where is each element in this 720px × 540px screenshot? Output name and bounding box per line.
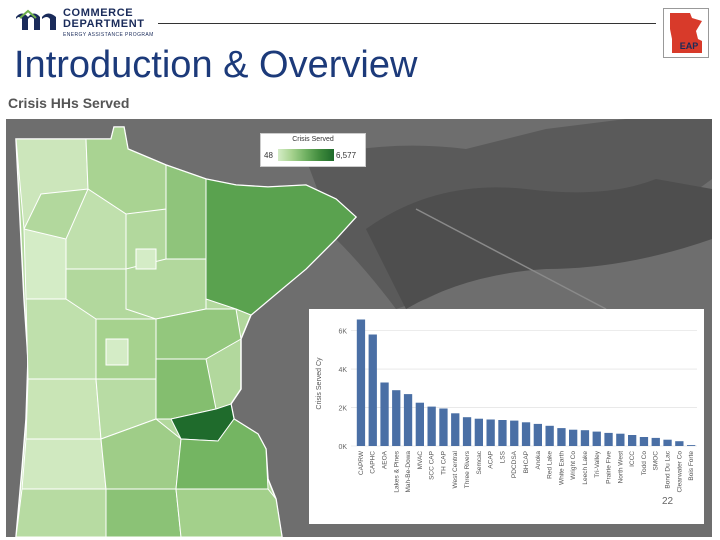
- x-tick-label: MVAC: [417, 451, 424, 470]
- bar-semcac[interactable]: [474, 418, 483, 446]
- bar-iccc[interactable]: [628, 435, 637, 446]
- x-tick-label: Mah-Be-Dowa: [405, 451, 412, 493]
- x-tick-label: North West: [617, 451, 624, 484]
- x-tick-label: Todd Co: [641, 451, 648, 476]
- x-tick-label: LSS: [499, 450, 506, 463]
- y-axis-label: Crisis Served Cy: [316, 357, 323, 410]
- bar-north-west[interactable]: [616, 433, 625, 446]
- bar-scc-cap[interactable]: [427, 406, 436, 446]
- bar-lakes-pines[interactable]: [392, 390, 401, 446]
- bar-white-earth[interactable]: [557, 428, 566, 446]
- x-tick-label: Lakes & Pines: [393, 450, 400, 492]
- bar-lss[interactable]: [498, 420, 507, 446]
- bar-chart: Crisis Served Cy 0K 2K 4K 6K CAPRW CAPHC AEOA La…: [316, 319, 697, 493]
- bar-pdcdsa[interactable]: [510, 420, 519, 446]
- x-tick-label: ACAP: [488, 451, 495, 469]
- y-tick-label: 2K: [338, 406, 347, 413]
- x-tick-label: Bois Forte: [688, 451, 695, 481]
- x-tick-label: CAPRW: [358, 450, 365, 475]
- x-tick-label: CAPHC: [370, 451, 377, 474]
- map-graphic: [15, 119, 712, 537]
- map-title: Crisis HHs Served: [8, 95, 130, 111]
- eap-badge-label: EAP: [680, 41, 699, 51]
- eap-badge: EAP: [663, 8, 709, 58]
- slide-number: 22: [662, 496, 674, 507]
- bar-clearwater-co[interactable]: [675, 441, 684, 446]
- bar-chart-panel[interactable]: Crisis Served Cy 0K 2K 4K 6K CAPRW CAPHC AEOA La…: [309, 309, 704, 524]
- x-tick-label: PDCDSA: [511, 450, 518, 478]
- bar-three-rivers[interactable]: [462, 417, 472, 446]
- bar-smoc[interactable]: [651, 437, 660, 446]
- legend-min: 48: [264, 151, 273, 160]
- x-tick-label: Prairie Five: [606, 451, 613, 484]
- bar-bois-forte[interactable]: [687, 445, 696, 446]
- bar-mvac[interactable]: [415, 402, 424, 446]
- legend-color-scale: [278, 149, 334, 161]
- x-tick-label: Three Rivers: [464, 450, 471, 488]
- x-tick-label: TH CAP: [440, 451, 447, 475]
- x-tick-label: Wright Co: [570, 451, 577, 480]
- y-tick-label: 0K: [338, 444, 347, 451]
- page-title: Introduction & Overview: [14, 44, 418, 86]
- bar-bond-du-lac[interactable]: [663, 439, 672, 446]
- x-tick-label: AEOA: [381, 450, 388, 469]
- x-tick-label: West Central: [452, 450, 459, 488]
- legend-title: Crisis Served: [292, 136, 334, 143]
- slide-header: COMMERCE DEPARTMENT ENERGY ASSISTANCE PR…: [0, 0, 720, 92]
- bar-acap[interactable]: [486, 419, 495, 447]
- map-legend: Crisis Served 48 6,577: [260, 133, 366, 167]
- x-tick-label: SMOC: [653, 451, 660, 471]
- x-tick-label: Red Lake: [547, 451, 554, 479]
- x-tick-label: SCC CAP: [429, 451, 436, 480]
- x-tick-label: Bond Du Lac: [665, 450, 672, 488]
- bar-prairie-five[interactable]: [604, 432, 613, 446]
- x-tick-label: Anoka: [535, 451, 542, 470]
- bar-bhcap[interactable]: [521, 422, 531, 446]
- commerce-logo: COMMERCE DEPARTMENT ENERGY ASSISTANCE PR…: [14, 4, 174, 40]
- bar-caprw[interactable]: [356, 319, 366, 447]
- bar-anoka[interactable]: [533, 423, 542, 446]
- bar-mah-be-dowa[interactable]: [403, 394, 413, 446]
- logo-line-department: DEPARTMENT: [63, 18, 145, 30]
- bar-red-lake[interactable]: [545, 425, 554, 446]
- bar-todd-co[interactable]: [639, 437, 649, 446]
- x-tick-label: White Earth: [558, 451, 565, 485]
- bar-caphc[interactable]: [368, 334, 377, 447]
- header-divider: [158, 23, 656, 24]
- x-tick-label: Tri-Valley: [594, 450, 601, 477]
- bar-th-cap[interactable]: [439, 408, 448, 447]
- bar-leech-lake[interactable]: [580, 430, 590, 446]
- x-tick-label: Clearwater Co: [676, 451, 683, 493]
- logo-line-commerce: COMMERCE: [63, 7, 134, 19]
- x-tick-label: Semcac: [476, 450, 483, 474]
- x-tick-label: ICCC: [629, 451, 636, 467]
- y-tick-label: 4K: [338, 367, 347, 374]
- legend-max: 6,577: [336, 151, 357, 160]
- bar-wright-co[interactable]: [569, 429, 578, 446]
- bar-aeoa[interactable]: [380, 382, 389, 447]
- bar-tri-valley[interactable]: [592, 431, 601, 446]
- mn-logo-mark: [16, 9, 56, 30]
- x-tick-label: BHCAP: [523, 451, 530, 473]
- y-tick-label: 6K: [338, 329, 347, 336]
- logo-line-program: ENERGY ASSISTANCE PROGRAM: [63, 32, 154, 38]
- x-tick-label: Leech Lake: [582, 451, 589, 485]
- bar-west-central[interactable]: [451, 413, 460, 446]
